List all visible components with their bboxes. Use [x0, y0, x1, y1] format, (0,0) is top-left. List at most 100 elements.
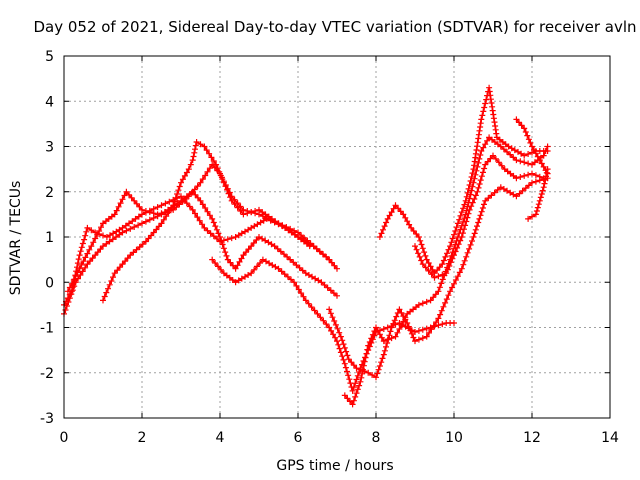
series-line — [414, 154, 544, 279]
data-point — [65, 299, 72, 305]
data-point — [356, 382, 363, 389]
data-point — [339, 353, 346, 360]
data-point — [539, 187, 546, 194]
data-point — [108, 278, 115, 284]
data-point — [92, 235, 99, 242]
data-point — [311, 307, 318, 314]
data-point — [278, 268, 285, 275]
data-point — [209, 256, 216, 263]
data-point — [94, 231, 101, 238]
data-point — [516, 190, 523, 197]
data-point — [192, 146, 198, 153]
data-point — [210, 158, 217, 164]
data-point — [158, 220, 165, 227]
data-point — [386, 212, 393, 219]
data-point — [76, 252, 83, 259]
data-point — [391, 317, 398, 324]
data-point — [111, 270, 118, 277]
data-point — [133, 246, 140, 253]
data-point — [174, 191, 181, 197]
data-point — [79, 268, 86, 275]
data-point — [451, 252, 457, 259]
data-point — [529, 143, 535, 150]
data-point — [395, 205, 402, 212]
data-point — [336, 345, 343, 352]
data-point — [507, 151, 514, 158]
data-point — [103, 234, 110, 240]
data-point — [284, 253, 291, 260]
data-point — [245, 226, 252, 233]
data-point — [419, 261, 426, 268]
data-point — [129, 218, 136, 225]
data-point — [378, 359, 385, 366]
data-point — [449, 284, 456, 291]
data-point — [361, 358, 368, 365]
data-point — [468, 203, 475, 210]
series-line — [379, 86, 548, 274]
data-point — [444, 266, 451, 273]
data-point — [154, 211, 161, 218]
data-point — [326, 256, 333, 263]
data-point — [340, 356, 347, 363]
data-point — [326, 324, 333, 331]
data-point — [220, 245, 227, 252]
data-point — [237, 208, 244, 214]
data-point — [209, 215, 216, 222]
data-point — [415, 327, 422, 334]
data-point — [254, 263, 260, 270]
data-point — [472, 226, 479, 233]
data-point — [421, 249, 428, 256]
data-point — [478, 148, 485, 154]
data-point — [415, 234, 422, 240]
data-point — [227, 259, 234, 266]
data-point — [232, 234, 239, 240]
data-point — [457, 237, 464, 244]
data-point — [464, 249, 471, 256]
data-point — [332, 321, 339, 328]
data-point — [380, 338, 387, 345]
data-point — [543, 173, 549, 180]
data-point — [298, 290, 305, 297]
data-point — [340, 341, 347, 348]
data-point — [181, 172, 188, 179]
data-point — [82, 264, 89, 271]
data-point — [142, 218, 149, 225]
data-point — [464, 214, 471, 221]
data-series — [61, 84, 551, 408]
data-point — [417, 237, 424, 244]
data-point — [330, 331, 337, 338]
data-point — [538, 191, 545, 197]
data-point — [369, 372, 376, 378]
data-point — [306, 243, 313, 250]
data-point — [113, 228, 120, 235]
data-point — [302, 297, 309, 304]
x-tick-label: 14 — [601, 430, 619, 446]
data-point — [165, 209, 172, 216]
data-point — [275, 265, 282, 272]
data-point — [228, 197, 235, 204]
data-point — [485, 195, 492, 202]
data-point — [360, 366, 366, 373]
data-point — [244, 210, 251, 217]
data-point — [106, 238, 113, 245]
data-point — [265, 213, 272, 220]
data-point — [404, 320, 411, 326]
data-point — [475, 159, 482, 166]
data-point — [433, 319, 440, 326]
data-point — [369, 331, 376, 338]
data-point — [431, 274, 438, 281]
data-point — [480, 108, 487, 115]
data-point — [446, 263, 453, 269]
data-point — [425, 267, 432, 274]
data-point — [296, 264, 303, 271]
data-point — [119, 229, 126, 236]
data-point — [186, 203, 193, 210]
data-point — [199, 221, 206, 228]
data-point — [454, 220, 461, 227]
data-point — [437, 311, 444, 318]
data-point — [210, 219, 217, 226]
data-point — [219, 241, 226, 248]
data-point — [387, 328, 394, 335]
data-point — [532, 211, 539, 218]
